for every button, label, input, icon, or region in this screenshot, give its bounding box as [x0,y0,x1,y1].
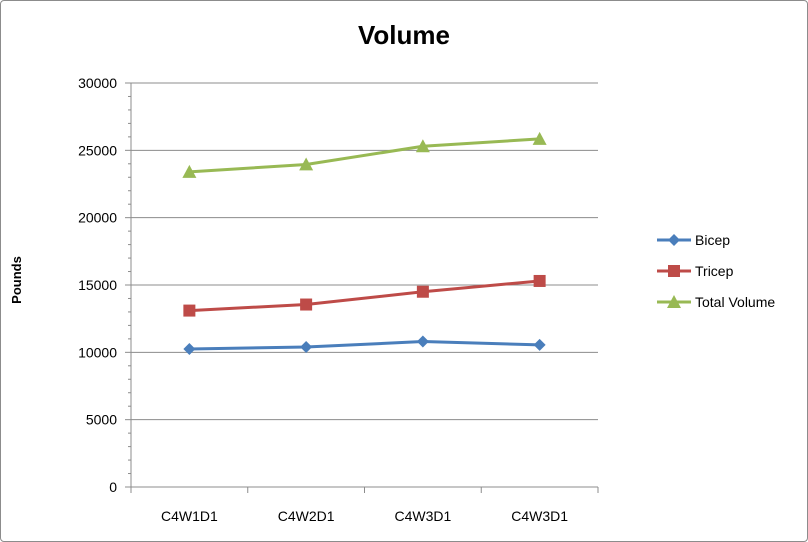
data-point-square [416,285,429,298]
y-tick-label: 0 [109,479,117,495]
legend-item-tricep: Tricep [657,263,734,279]
series-tricep [183,274,546,317]
data-point-square [183,304,196,317]
y-tick-label: 20000 [78,210,117,226]
data-point-triangle [415,139,430,153]
x-tick-label: C4W3D1 [394,508,451,524]
data-point-diamond [183,342,196,355]
y-tick-label: 25000 [78,142,117,158]
y-tick-label: 15000 [78,277,117,293]
legend-label: Total Volume [695,294,775,310]
x-tick-label: C4W3D1 [511,508,568,524]
data-point-triangle [667,295,681,308]
gridlines [131,82,598,421]
legend-label: Bicep [695,232,730,248]
legend-label: Tricep [695,263,734,279]
data-point-square [533,274,546,287]
data-point-triangle [532,131,547,145]
data-point-square [668,265,680,277]
axes: 0 5000 10000 15000 20000 25000 30000 C4W1D1 C4W2… [78,75,599,524]
y-tick-label: 30000 [78,75,117,91]
legend-item-total-volume: Total Volume [657,294,775,310]
data-point-diamond [668,234,680,246]
data-point-triangle [182,164,197,178]
chart-title: Volume [358,20,450,50]
x-tick-label: C4W1D1 [161,508,218,524]
data-point-diamond [533,338,546,351]
data-point-square [300,298,313,311]
series-line [189,279,540,313]
series-layer [182,131,547,355]
series-bicep [183,335,546,355]
y-tick-label: 5000 [86,412,117,428]
y-axis-label: Pounds [9,256,24,304]
data-point-diamond [300,340,313,353]
legend: Bicep Tricep Total Volume [657,232,775,310]
legend-item-bicep: Bicep [657,232,730,248]
series-line [189,137,540,174]
series-total-volume [182,131,547,178]
data-point-diamond [416,335,429,348]
data-point-triangle [299,157,314,171]
y-tick-label: 10000 [78,344,117,360]
series-line [189,340,540,351]
x-tick-label: C4W2D1 [278,508,335,524]
